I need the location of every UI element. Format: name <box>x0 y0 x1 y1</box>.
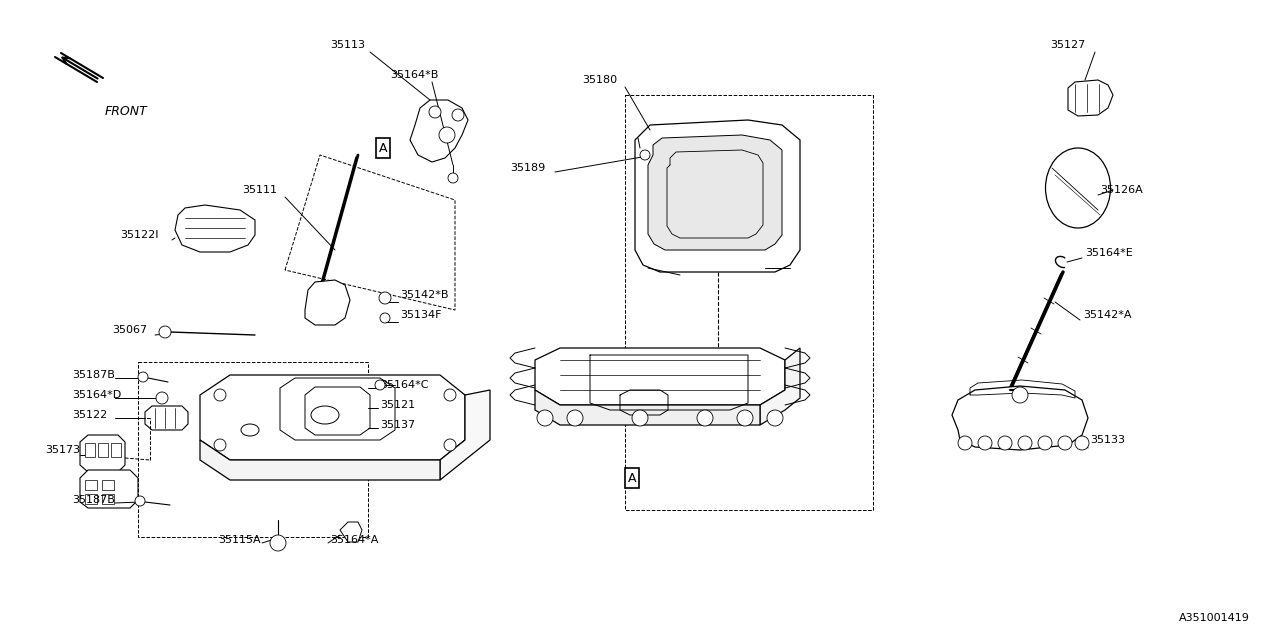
Circle shape <box>1018 436 1032 450</box>
Text: 35142*A: 35142*A <box>1083 310 1132 320</box>
Text: 35122: 35122 <box>72 410 108 420</box>
Circle shape <box>640 150 650 160</box>
Circle shape <box>379 292 390 304</box>
Circle shape <box>1075 436 1089 450</box>
Polygon shape <box>79 435 125 472</box>
Circle shape <box>138 372 148 382</box>
Text: 35134F: 35134F <box>399 310 442 320</box>
Circle shape <box>134 496 145 506</box>
Circle shape <box>156 392 168 404</box>
Polygon shape <box>635 120 800 272</box>
Polygon shape <box>200 440 440 480</box>
Circle shape <box>998 436 1012 450</box>
Circle shape <box>429 106 442 118</box>
Polygon shape <box>1068 80 1114 116</box>
Circle shape <box>375 380 385 390</box>
Circle shape <box>444 389 456 401</box>
Circle shape <box>737 410 753 426</box>
Text: 35113: 35113 <box>330 40 365 50</box>
Text: FRONT: FRONT <box>105 105 147 118</box>
Circle shape <box>214 439 227 451</box>
Circle shape <box>1012 387 1028 403</box>
Polygon shape <box>305 280 349 325</box>
Text: 35126A: 35126A <box>1100 185 1143 195</box>
Text: 35189: 35189 <box>509 163 545 173</box>
Text: 35164*B: 35164*B <box>390 70 438 80</box>
Bar <box>84 494 97 504</box>
Polygon shape <box>280 378 396 440</box>
Bar <box>138 362 369 537</box>
Ellipse shape <box>1046 148 1111 228</box>
Circle shape <box>767 410 783 426</box>
Polygon shape <box>535 390 760 425</box>
Polygon shape <box>305 387 370 435</box>
Bar <box>102 494 114 504</box>
Circle shape <box>1038 436 1052 450</box>
Circle shape <box>214 389 227 401</box>
Polygon shape <box>440 390 490 480</box>
Text: 35121: 35121 <box>380 400 415 410</box>
Text: 35115A: 35115A <box>218 535 261 545</box>
Text: 35111: 35111 <box>242 185 276 195</box>
Text: 35067: 35067 <box>113 325 147 335</box>
Text: 35164*C: 35164*C <box>380 380 429 390</box>
Text: 35164*A: 35164*A <box>330 535 379 545</box>
Polygon shape <box>200 375 465 460</box>
Text: A: A <box>627 472 636 484</box>
Circle shape <box>270 535 285 551</box>
Polygon shape <box>145 406 188 430</box>
Circle shape <box>567 410 582 426</box>
Polygon shape <box>952 386 1088 450</box>
Text: 35180: 35180 <box>582 75 617 85</box>
Bar <box>111 443 122 457</box>
Text: 35187B: 35187B <box>72 370 115 380</box>
Text: 35133: 35133 <box>1091 435 1125 445</box>
Bar <box>84 480 97 490</box>
Text: 35127: 35127 <box>1050 40 1085 50</box>
Circle shape <box>448 173 458 183</box>
Text: 35187B: 35187B <box>72 495 115 505</box>
Polygon shape <box>175 205 255 252</box>
Bar <box>84 443 95 457</box>
Polygon shape <box>340 522 362 542</box>
Text: 35122I: 35122I <box>120 230 159 240</box>
Ellipse shape <box>241 424 259 436</box>
Circle shape <box>698 410 713 426</box>
Text: 35173: 35173 <box>45 445 81 455</box>
Circle shape <box>978 436 992 450</box>
Bar <box>99 443 108 457</box>
Text: 35137: 35137 <box>380 420 415 430</box>
Text: 35164*E: 35164*E <box>1085 248 1133 258</box>
Circle shape <box>538 410 553 426</box>
Text: 35142*B: 35142*B <box>399 290 448 300</box>
Text: A351001419: A351001419 <box>1179 613 1251 623</box>
Ellipse shape <box>311 406 339 424</box>
Polygon shape <box>648 135 782 250</box>
Bar <box>625 95 873 510</box>
Text: 35164*D: 35164*D <box>72 390 122 400</box>
Circle shape <box>444 439 456 451</box>
Circle shape <box>439 127 454 143</box>
Circle shape <box>159 326 172 338</box>
Text: A: A <box>379 141 388 154</box>
Circle shape <box>1059 436 1073 450</box>
Circle shape <box>957 436 972 450</box>
Circle shape <box>452 109 465 121</box>
Polygon shape <box>760 348 800 425</box>
Polygon shape <box>535 348 785 405</box>
Polygon shape <box>79 470 138 508</box>
Circle shape <box>632 410 648 426</box>
Bar <box>102 480 114 490</box>
Circle shape <box>380 313 390 323</box>
Polygon shape <box>410 100 468 162</box>
